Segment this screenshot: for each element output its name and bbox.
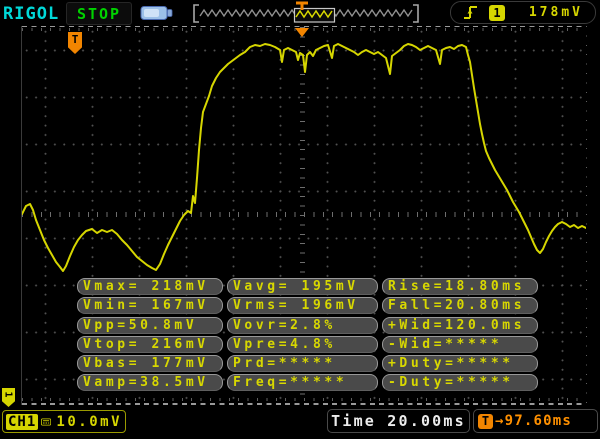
- measurement-pduty: +Duty=*****: [382, 355, 538, 373]
- measurement-vpp: Vpp=50.8mV: [77, 316, 223, 334]
- timebase-value: Time 20.00ms: [331, 412, 466, 430]
- trigger-offset-value: →97.60ms: [495, 413, 573, 429]
- measurement-vmax: Vmax= 218mV: [77, 278, 223, 295]
- acquisition-status: STOP: [76, 4, 122, 23]
- measurement-fall: Fall=20.80ms: [382, 297, 538, 315]
- measurement-pwid: +Wid=120.0ms: [382, 316, 538, 334]
- measurement-vpre: Vpre=4.8%: [227, 335, 378, 353]
- measurement-rise: Rise=18.80ms: [382, 278, 538, 295]
- dc-coupling-icon: [41, 417, 52, 426]
- timebase-box[interactable]: Time 20.00ms: [327, 409, 470, 433]
- measurement-vovr: Vovr=2.8%: [227, 316, 378, 334]
- measurement-vavg: Vavg= 195mV: [227, 278, 378, 295]
- measurement-nwid: -Wid=*****: [382, 335, 538, 353]
- graticule-left-border: [21, 26, 22, 405]
- acquisition-status-box: STOP: [66, 2, 132, 25]
- brand-logo: RIGOL: [3, 4, 60, 24]
- trigger-time-tag-icon[interactable]: T: [68, 32, 82, 54]
- window-waveform-zigzag: [295, 9, 333, 19]
- trigger-position-marker-icon[interactable]: [295, 28, 309, 37]
- battery-icon: [140, 6, 173, 20]
- measurement-vbas: Vbas= 177mV: [77, 355, 223, 373]
- measurement-vtop: Vtop= 216mV: [77, 335, 223, 353]
- waveform-display-area: T Vmax= 218mV Vavg= 195mV Rise=18.80ms V…: [21, 26, 587, 405]
- ch1-label-badge: CH1: [6, 413, 39, 430]
- left-bracket-icon: [193, 4, 199, 23]
- ch1-status-box[interactable]: CH1 10.0mV: [2, 410, 126, 433]
- ch1-waveform-trace: [22, 43, 586, 272]
- measurement-nduty: -Duty=*****: [382, 374, 538, 392]
- measurement-vmin: Vmin= 167mV: [77, 297, 223, 315]
- top-status-bar: RIGOL STOP 1 178mV: [0, 0, 600, 26]
- measurement-panel: Vmax= 218mV Vavg= 195mV Rise=18.80ms Vmi…: [77, 278, 538, 392]
- trigger-offset-t-badge: T: [478, 413, 493, 429]
- graticule-bottom-border: [22, 403, 586, 405]
- trigger-level-value: 178mV: [528, 5, 583, 20]
- ch1-position-marker-icon[interactable]: 1: [2, 388, 15, 407]
- trigger-position-t-icon: [296, 1, 308, 10]
- measurement-vrms: Vrms= 196mV: [227, 297, 378, 315]
- ch1-vertical-scale: 10.0mV: [56, 413, 122, 430]
- trigger-source-badge: 1: [489, 4, 505, 21]
- graticule-right-border: [586, 26, 587, 405]
- measurement-vamp: Vamp=38.5mV: [77, 374, 223, 392]
- trigger-info-box: 1 178mV: [450, 1, 596, 24]
- bottom-status-bar: CH1 10.0mV Time 20.00ms T →97.60ms: [0, 407, 600, 439]
- rising-edge-trigger-icon: [464, 5, 477, 19]
- graticule-top-border: [22, 26, 586, 27]
- trigger-offset-box[interactable]: T →97.60ms: [473, 409, 598, 433]
- right-bracket-icon: [413, 4, 419, 23]
- horizontal-position-indicator[interactable]: [190, 1, 422, 25]
- graticule-horizontal-center-ticks: [22, 212, 586, 217]
- measurement-freq: Freq=*****: [227, 374, 378, 392]
- measurement-prd: Prd=*****: [227, 355, 378, 373]
